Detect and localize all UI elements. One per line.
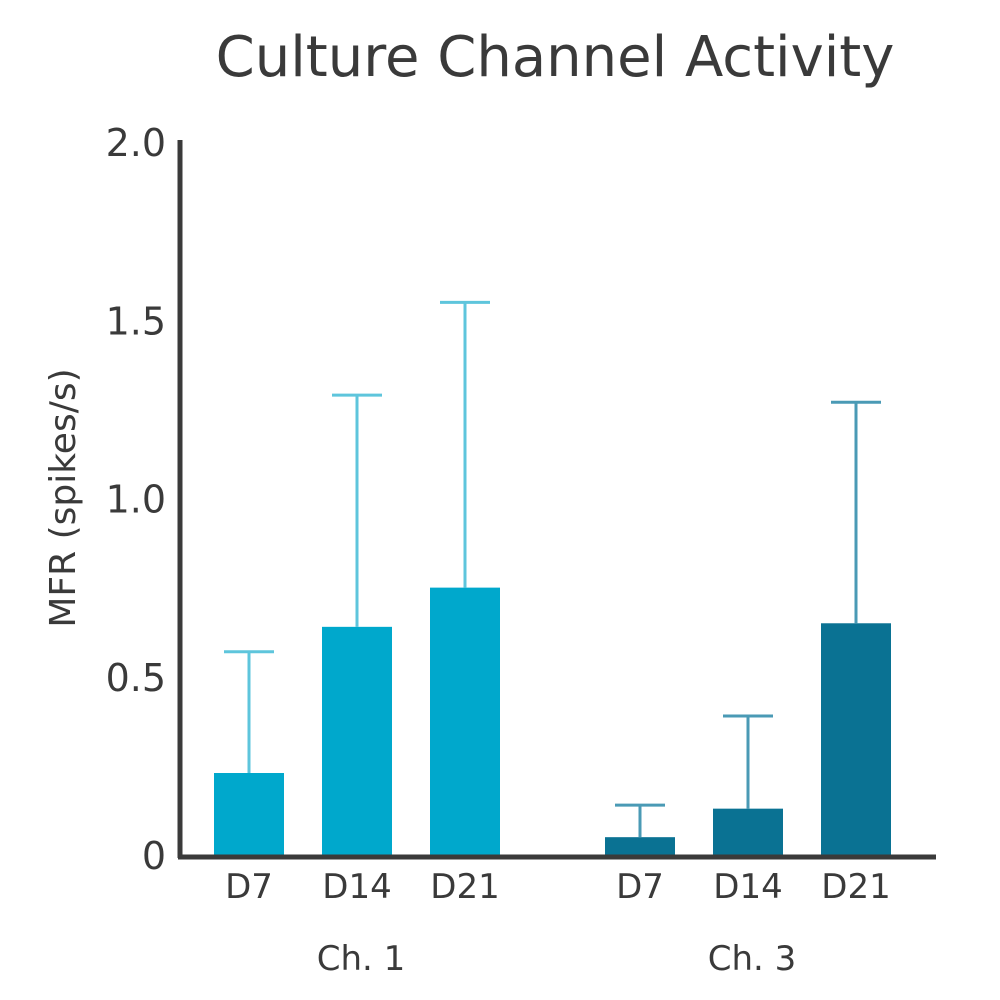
- x-tick-label: D14: [713, 867, 782, 907]
- x-axis-ticks: D7 D14 D21 D7 D14 D21: [225, 867, 891, 907]
- y-tick-label: 2.0: [106, 121, 166, 165]
- group-labels: Ch. 1 Ch. 3: [317, 939, 797, 979]
- x-tick-label: D21: [430, 867, 499, 907]
- bars-layer: [214, 587, 891, 855]
- x-tick-label: D14: [322, 867, 391, 907]
- bar-ch1-d14: [322, 626, 392, 855]
- x-tick-label: D7: [225, 867, 273, 907]
- bar-ch3-d7: [605, 837, 675, 855]
- y-axis-ticks: 0 0.5 1.0 1.5 2.0: [106, 121, 166, 878]
- group-label: Ch. 1: [317, 939, 406, 979]
- y-tick-label: 1.0: [106, 478, 166, 522]
- group-label: Ch. 3: [708, 939, 797, 979]
- x-tick-label: D7: [616, 867, 664, 907]
- chart-title: Culture Channel Activity: [216, 25, 895, 90]
- y-axis-label: MFR (spikes/s): [43, 368, 84, 627]
- x-tick-label: D21: [821, 867, 890, 907]
- bar-ch3-d21: [821, 623, 891, 855]
- bar-ch1-d7: [214, 773, 284, 855]
- bar-ch3-d14: [713, 808, 783, 855]
- y-tick-label: 0: [142, 834, 166, 878]
- y-tick-label: 1.5: [106, 299, 166, 343]
- bar-ch1-d21: [430, 587, 500, 855]
- y-tick-label: 0.5: [106, 656, 166, 700]
- error-bars-layer: [224, 300, 881, 838]
